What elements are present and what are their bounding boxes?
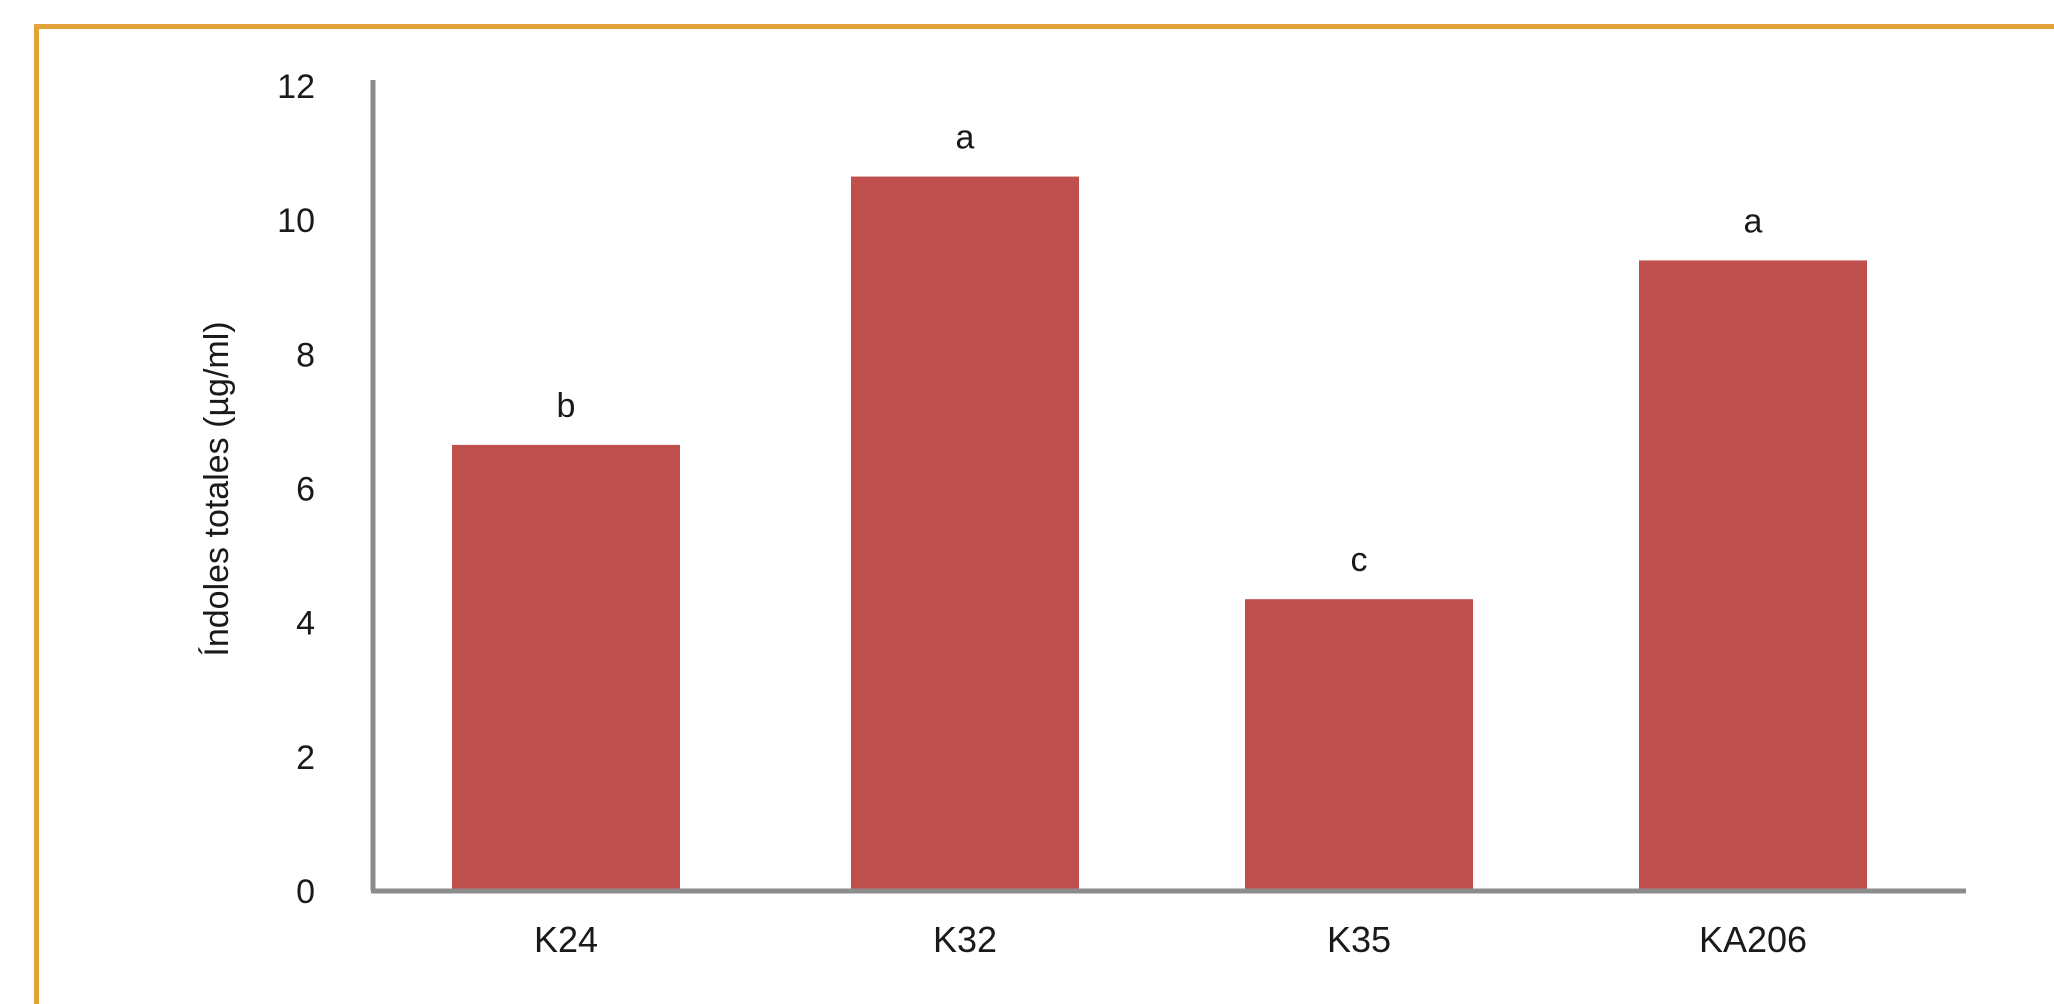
y-tick-label: 8 <box>296 336 315 374</box>
chart-frame <box>34 24 2054 1004</box>
bar-k32 <box>851 176 1079 891</box>
y-tick-label: 2 <box>296 739 315 777</box>
y-tick-label: 6 <box>296 471 315 509</box>
bar-k35 <box>1245 599 1473 891</box>
bar-k24 <box>452 444 680 891</box>
bar-ka206 <box>1639 260 1867 892</box>
y-ticks-group: 0 2 4 6 8 10 12 <box>277 68 315 911</box>
x-tick-label: KA206 <box>1699 919 1807 960</box>
x-ticks-group: K24 K32 K35 KA206 <box>534 919 1807 960</box>
bars-group <box>452 176 1867 892</box>
bar-significance-label: a <box>1744 202 1763 240</box>
y-tick-label: 12 <box>277 68 315 106</box>
bar-significance-label: c <box>1351 541 1368 579</box>
bar-significance-label: b <box>557 387 576 425</box>
y-tick-label: 4 <box>296 605 315 643</box>
y-tick-label: 10 <box>277 202 315 240</box>
bar-labels-group: b a c a <box>557 119 1763 580</box>
x-tick-label: K24 <box>534 919 598 960</box>
bar-significance-label: a <box>956 119 975 157</box>
x-tick-label: K35 <box>1327 919 1391 960</box>
x-tick-label: K32 <box>933 919 997 960</box>
y-tick-label: 0 <box>296 873 315 911</box>
y-axis-title: Índoles totales (µg/ml) <box>198 321 236 656</box>
